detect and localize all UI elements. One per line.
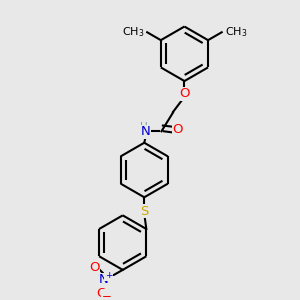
Text: CH$_3$: CH$_3$: [122, 26, 144, 39]
Text: O: O: [96, 287, 106, 300]
Text: O: O: [179, 88, 190, 100]
Text: CH$_3$: CH$_3$: [225, 26, 247, 39]
Text: +: +: [105, 272, 112, 280]
Text: O: O: [172, 123, 183, 136]
Text: N: N: [99, 273, 109, 286]
Text: S: S: [140, 205, 148, 218]
Text: N: N: [141, 125, 151, 138]
Text: H: H: [140, 122, 148, 132]
Text: −: −: [102, 290, 112, 300]
Text: O: O: [89, 261, 99, 274]
